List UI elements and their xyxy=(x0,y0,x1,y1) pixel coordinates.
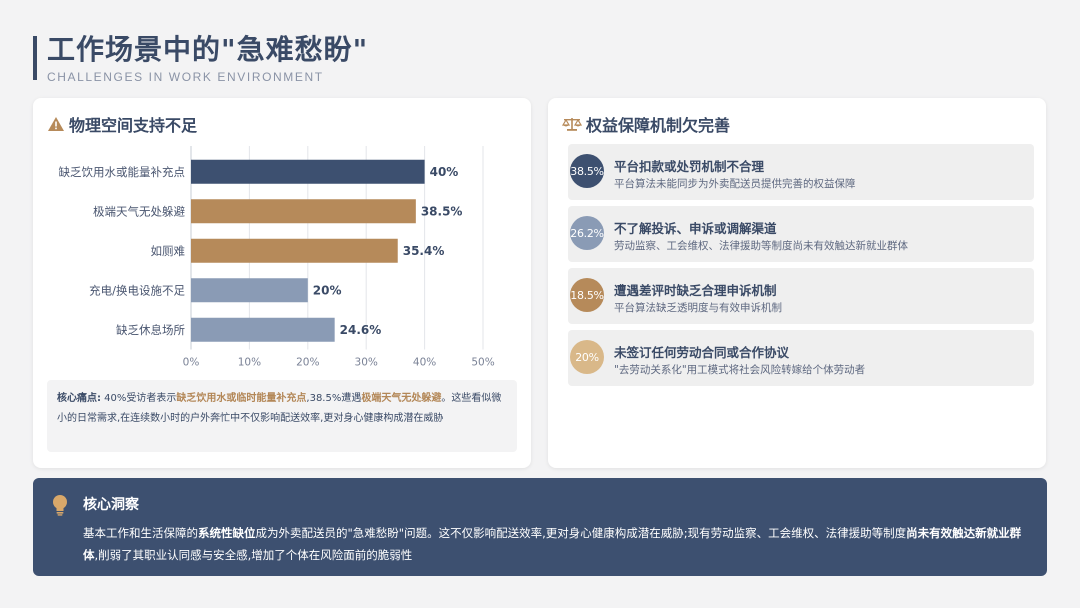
note-highlight-2: 极端天气无处躲避 xyxy=(361,393,442,404)
x-tick-label: 10% xyxy=(238,357,261,369)
insight-title: 核心洞察 xyxy=(83,497,139,513)
note-text-1: 40%受访者表示 xyxy=(101,393,177,404)
insight-bold-2: 尚未有效触达新就业群体 xyxy=(83,526,1022,562)
x-tick-label: 0% xyxy=(183,357,200,369)
note-text-2: ,38.5%遭遇 xyxy=(306,393,362,404)
issue-percent-badge: 20% xyxy=(570,340,604,374)
insight-text-2: 成为外卖配送员的"急难愁盼"问题。这不仅影响配送效率,更对身心健康构成潜在威胁;… xyxy=(255,526,907,540)
physical-space-title: 物理空间支持不足 xyxy=(69,116,198,135)
issue-title: 未签订任何劳动合同或合作协议 xyxy=(614,345,790,360)
bar-chart: 0% 10% 20% 30% 40% 50% 缺乏饮用水或能量补充点 40% 极端天气无处躲避 3… xyxy=(59,146,495,369)
category-label: 极端天气无处躲避 xyxy=(93,204,185,218)
rights-protection-card: 权益保障机制欠完善 38.5% 平台扣款或处罚机制不合理 平台算法未能同步为外卖… xyxy=(548,98,1046,468)
issue-title: 遭遇差评时缺乏合理申诉机制 xyxy=(614,283,777,298)
lightbulb-icon xyxy=(51,494,69,520)
insight-text-3: ,削弱了其职业认同感与安全感,增加了个体在风险面前的脆弱性 xyxy=(94,548,413,562)
x-tick-label: 20% xyxy=(296,357,319,369)
bar xyxy=(191,317,335,342)
category-label: 如厕难 xyxy=(151,244,186,258)
core-pain-note: 核心痛点: 40%受访者表示缺乏饮用水或临时能量补充点,38.5%遭遇极端天气无… xyxy=(47,380,517,452)
issue-description: 劳动监察、工会维权、法律援助等制度尚未有效触达新就业群体 xyxy=(614,240,908,252)
category-label: 缺乏饮用水或能量补充点 xyxy=(59,165,186,179)
x-tick-label: 50% xyxy=(471,357,494,369)
bar xyxy=(191,278,308,303)
physical-space-card: 物理空间支持不足 0% 10% 20% 30% 40% 50% 缺乏饮用水或能量补充点 40%… xyxy=(33,98,531,468)
bar-value-label: 38.5% xyxy=(421,204,463,218)
issue-description: 平台算法缺乏透明度与有效申诉机制 xyxy=(614,302,782,314)
x-tick-label: 30% xyxy=(355,357,378,369)
issue-title: 不了解投诉、申诉或调解渠道 xyxy=(614,221,777,236)
note-highlight-1: 缺乏饮用水或临时能量补充点 xyxy=(176,393,307,404)
issue-percent-badge: 18.5% xyxy=(570,278,604,312)
insight-text-1: 基本工作和生活保障的 xyxy=(83,526,198,540)
bar-value-label: 35.4% xyxy=(403,244,445,258)
issue-item: 20% 未签订任何劳动合同或合作协议 "去劳动关系化"用工模式将社会风险转嫁给个… xyxy=(568,330,1034,386)
page-title: 工作场景中的"急难愁盼" xyxy=(47,33,369,66)
issue-item: 18.5% 遭遇差评时缺乏合理申诉机制 平台算法缺乏透明度与有效申诉机制 xyxy=(568,268,1034,324)
issue-item: 26.2% 不了解投诉、申诉或调解渠道 劳动监察、工会维权、法律援助等制度尚未有… xyxy=(568,206,1034,262)
page-subtitle: CHALLENGES IN WORK ENVIRONMENT xyxy=(47,70,324,84)
warning-icon xyxy=(47,116,65,132)
bar xyxy=(191,238,398,263)
insight-bold-1: 系统性缺位 xyxy=(198,526,256,540)
rights-protection-heading: 权益保障机制欠完善 xyxy=(562,112,730,136)
note-label: 核心痛点: xyxy=(57,393,101,404)
core-insight-panel: 核心洞察 基本工作和生活保障的系统性缺位成为外卖配送员的"急难愁盼"问题。这不仅… xyxy=(33,478,1047,576)
scale-icon xyxy=(562,116,582,132)
issue-title: 平台扣款或处罚机制不合理 xyxy=(614,159,765,174)
issue-percent-badge: 26.2% xyxy=(570,216,604,250)
rights-protection-title: 权益保障机制欠完善 xyxy=(586,116,731,135)
issue-description: 平台算法未能同步为外卖配送员提供完善的权益保障 xyxy=(614,178,856,190)
bar-value-label: 40% xyxy=(430,165,459,179)
issue-description: "去劳动关系化"用工模式将社会风险转嫁给个体劳动者 xyxy=(614,364,866,376)
x-tick-label: 40% xyxy=(413,357,436,369)
issue-item: 38.5% 平台扣款或处罚机制不合理 平台算法未能同步为外卖配送员提供完善的权益… xyxy=(568,144,1034,200)
category-label: 充电/换电设施不足 xyxy=(89,283,185,297)
bar xyxy=(191,199,416,224)
insight-text: 基本工作和生活保障的系统性缺位成为外卖配送员的"急难愁盼"问题。这不仅影响配送效… xyxy=(83,522,1033,566)
bar-value-label: 20% xyxy=(313,283,342,297)
title-accent-bar xyxy=(33,36,37,80)
category-label: 缺乏休息场所 xyxy=(116,323,185,337)
physical-space-heading: 物理空间支持不足 xyxy=(47,112,197,136)
note-text-3: 。这些看似微小的日常需求,在连续数小时的户外奔忙中不仅影响配送效率,更对身心健康… xyxy=(57,393,502,424)
issue-percent-badge: 38.5% xyxy=(570,154,604,188)
bar xyxy=(191,159,425,184)
bar-value-label: 24.6% xyxy=(340,323,382,337)
